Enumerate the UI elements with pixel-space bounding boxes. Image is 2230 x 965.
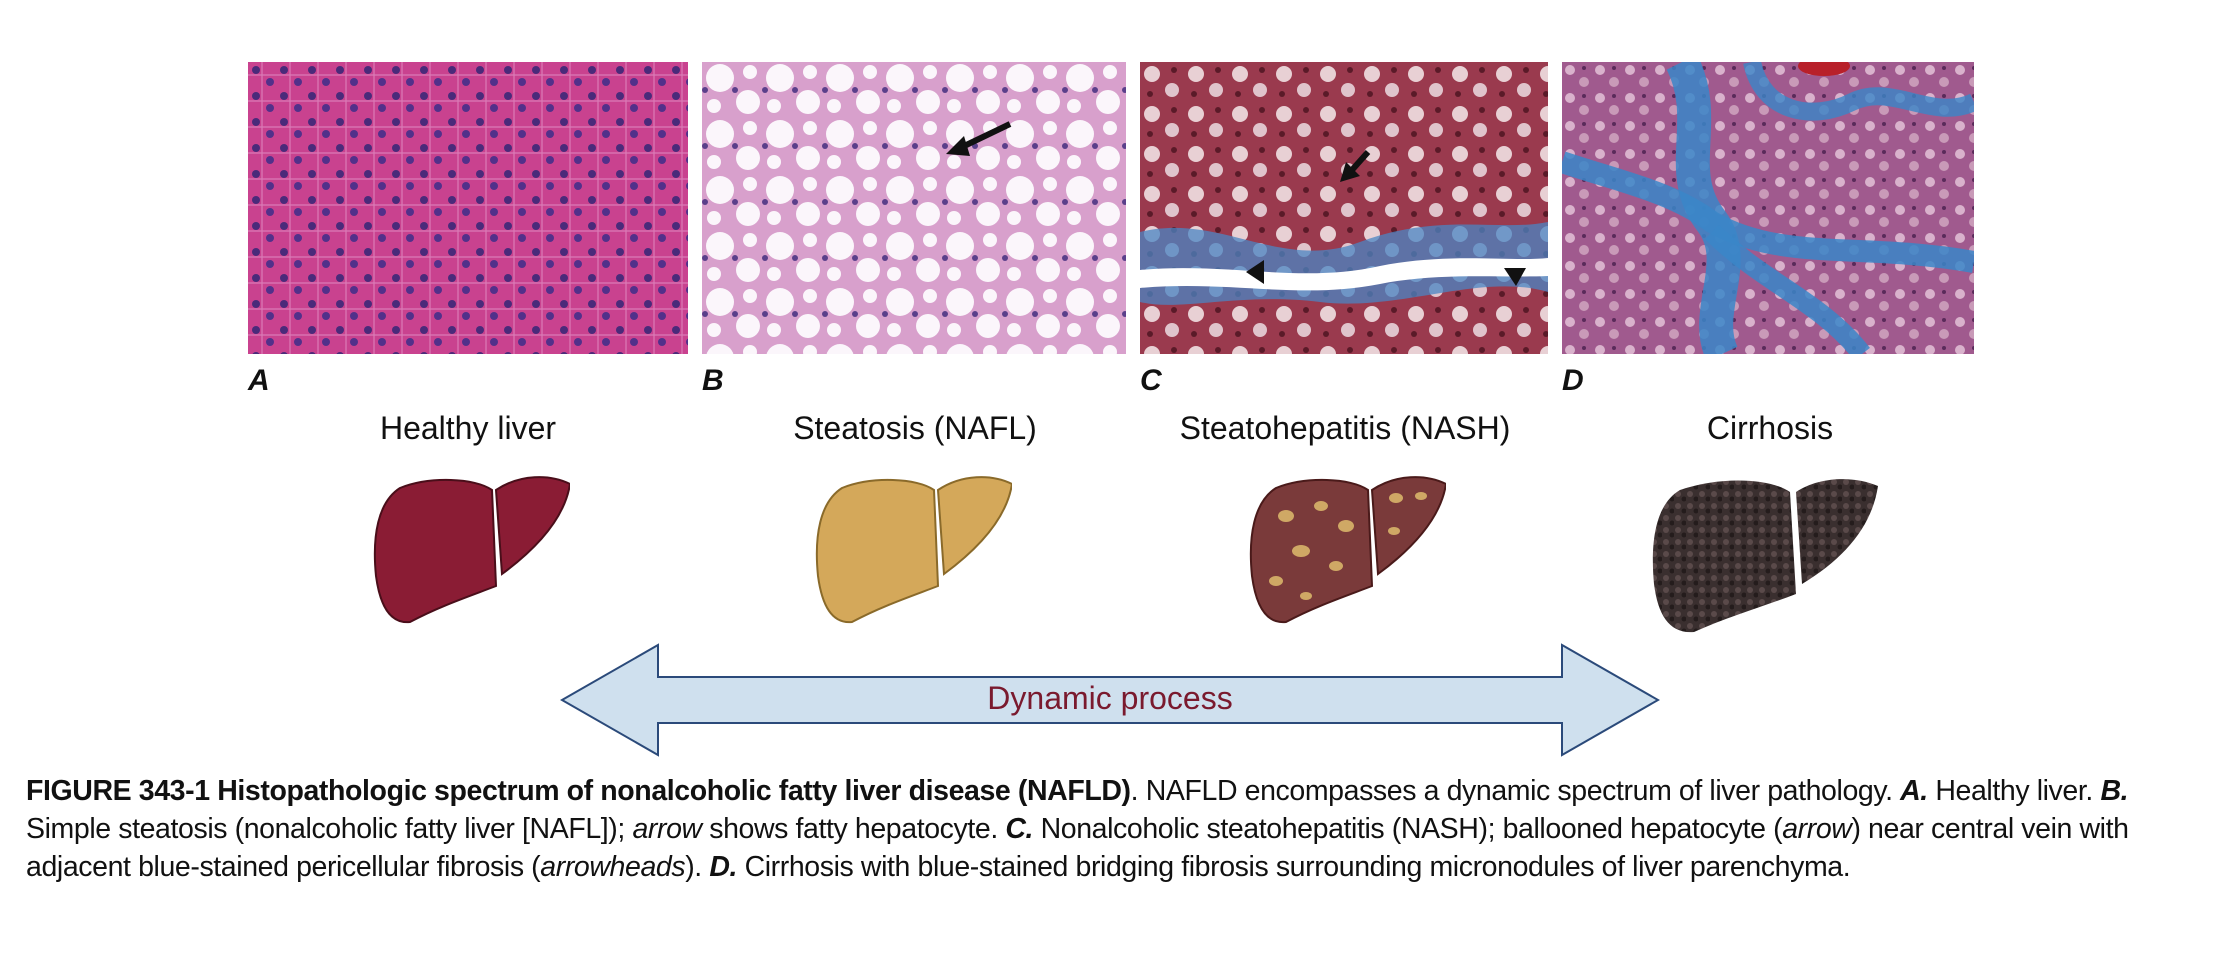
- panel-label-b: B: [702, 364, 724, 397]
- steatosis-liver-icon: [815, 476, 1012, 624]
- histology-image-nash: [1140, 62, 1548, 354]
- arrowhead-icon: [1504, 268, 1526, 286]
- histology-image-steatosis: [702, 62, 1126, 354]
- histology-image-healthy: [248, 62, 688, 354]
- dynamic-process-arrow: [560, 643, 1660, 757]
- figure-title: Histopathologic spectrum of nonalcoholic…: [217, 775, 1131, 807]
- arrow-icon: [1340, 150, 1371, 182]
- figure-caption: FIGURE 343-1 Histopathologic spectrum of…: [26, 775, 2129, 883]
- figure-number: FIGURE 343-1: [26, 775, 210, 807]
- stage-title-cirrhosis: Cirrhosis: [1706, 410, 1834, 446]
- arrowhead-icon: [1246, 260, 1264, 284]
- stage-title-steatosis: Steatosis (NAFL): [793, 410, 1037, 446]
- arrow-icon: [946, 121, 1012, 156]
- arrow-label: Dynamic process: [987, 680, 1233, 716]
- nash-liver-icon: [1249, 476, 1446, 624]
- stage-title-nash: Steatohepatitis (NASH): [1179, 410, 1511, 446]
- healthy-liver-icon: [373, 476, 570, 624]
- panel-label-c: C: [1140, 364, 1162, 397]
- panel-label-a: A: [248, 364, 270, 397]
- cirrhosis-liver-icon: [1652, 479, 1878, 633]
- stage-title-healthy: Healthy liver: [379, 410, 557, 446]
- panel-label-d: D: [1562, 364, 1584, 397]
- histology-image-cirrhosis: [1562, 62, 1974, 354]
